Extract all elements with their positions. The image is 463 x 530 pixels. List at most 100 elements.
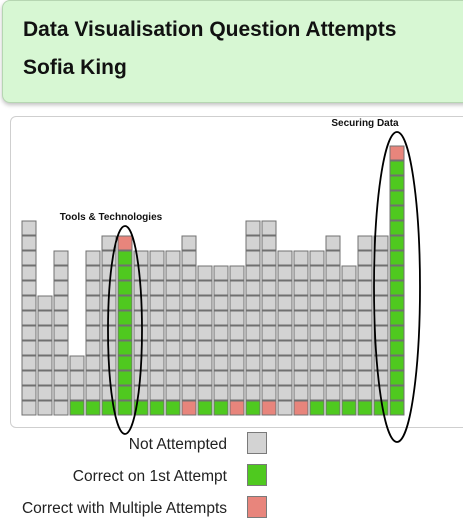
question-square-correct-first bbox=[117, 310, 133, 326]
question-square-not-attempted bbox=[149, 385, 165, 401]
question-square-not-attempted bbox=[149, 250, 165, 266]
question-square-not-attempted bbox=[53, 265, 69, 281]
question-square-not-attempted bbox=[245, 250, 261, 266]
question-square-not-attempted bbox=[261, 310, 277, 326]
question-square-not-attempted bbox=[341, 265, 357, 281]
question-square-not-attempted bbox=[21, 220, 37, 236]
legend-label: Correct with Multiple Attempts bbox=[21, 500, 227, 517]
page-title: Data Visualisation Question Attempts bbox=[23, 18, 397, 41]
chart-column bbox=[213, 265, 229, 416]
question-square-not-attempted bbox=[69, 385, 85, 401]
question-square-not-attempted bbox=[309, 295, 325, 311]
question-square-not-attempted bbox=[85, 280, 101, 296]
chart-column bbox=[53, 250, 69, 416]
question-square-not-attempted bbox=[37, 370, 53, 386]
legend-item-correct-first: Correct on 1st Attempt bbox=[0, 464, 463, 488]
question-square-correct-first bbox=[341, 400, 357, 416]
question-square-correct-first bbox=[389, 220, 405, 236]
question-square-correct-first bbox=[165, 400, 181, 416]
question-square-not-attempted bbox=[37, 325, 53, 341]
question-square-not-attempted bbox=[101, 385, 117, 401]
question-square-not-attempted bbox=[325, 310, 341, 326]
question-square-not-attempted bbox=[309, 385, 325, 401]
question-square-not-attempted bbox=[181, 265, 197, 281]
question-square-not-attempted bbox=[149, 355, 165, 371]
question-square-correct-first bbox=[389, 250, 405, 266]
question-square-not-attempted bbox=[85, 340, 101, 356]
question-square-not-attempted bbox=[53, 295, 69, 311]
annotation-ellipse bbox=[107, 225, 143, 435]
question-square-not-attempted bbox=[213, 310, 229, 326]
chart-column bbox=[389, 145, 405, 416]
question-square-not-attempted bbox=[181, 355, 197, 371]
question-square-not-attempted bbox=[229, 265, 245, 281]
question-square-correct-multiple bbox=[389, 145, 405, 161]
question-square-not-attempted bbox=[261, 250, 277, 266]
question-square-not-attempted bbox=[341, 310, 357, 326]
question-square-not-attempted bbox=[165, 310, 181, 326]
question-square-not-attempted bbox=[149, 310, 165, 326]
question-square-correct-first bbox=[117, 385, 133, 401]
question-square-not-attempted bbox=[37, 400, 53, 416]
question-square-not-attempted bbox=[309, 310, 325, 326]
annotation-label: Securing Data bbox=[331, 118, 399, 129]
question-square-correct-first bbox=[117, 370, 133, 386]
question-square-not-attempted bbox=[229, 370, 245, 386]
question-square-not-attempted bbox=[357, 280, 373, 296]
question-square-not-attempted bbox=[373, 325, 389, 341]
legend-swatch-correct-multiple bbox=[247, 496, 267, 518]
question-square-not-attempted bbox=[85, 295, 101, 311]
question-square-correct-first bbox=[117, 325, 133, 341]
question-square-not-attempted bbox=[37, 295, 53, 311]
chart-column bbox=[117, 235, 133, 416]
chart-column bbox=[293, 250, 309, 416]
question-square-not-attempted bbox=[229, 385, 245, 401]
question-square-correct-first bbox=[389, 295, 405, 311]
question-square-not-attempted bbox=[133, 265, 149, 281]
question-square-not-attempted bbox=[309, 325, 325, 341]
question-square-not-attempted bbox=[101, 325, 117, 341]
question-square-not-attempted bbox=[325, 250, 341, 266]
question-square-not-attempted bbox=[37, 385, 53, 401]
question-square-not-attempted bbox=[261, 265, 277, 281]
question-square-not-attempted bbox=[277, 250, 293, 266]
question-square-correct-first bbox=[389, 325, 405, 341]
question-square-correct-first bbox=[117, 400, 133, 416]
question-square-not-attempted bbox=[21, 235, 37, 251]
question-square-not-attempted bbox=[261, 370, 277, 386]
question-square-not-attempted bbox=[197, 280, 213, 296]
question-square-not-attempted bbox=[341, 295, 357, 311]
question-square-correct-first bbox=[117, 280, 133, 296]
question-square-not-attempted bbox=[325, 340, 341, 356]
question-square-not-attempted bbox=[21, 250, 37, 266]
question-square-not-attempted bbox=[357, 340, 373, 356]
question-square-not-attempted bbox=[69, 370, 85, 386]
question-square-not-attempted bbox=[85, 250, 101, 266]
question-square-not-attempted bbox=[357, 265, 373, 281]
question-square-not-attempted bbox=[165, 340, 181, 356]
question-square-correct-first bbox=[389, 310, 405, 326]
question-square-not-attempted bbox=[309, 370, 325, 386]
legend-item-not-attempted: Not Attempted bbox=[0, 432, 463, 456]
question-square-not-attempted bbox=[357, 370, 373, 386]
question-square-not-attempted bbox=[37, 355, 53, 371]
question-square-not-attempted bbox=[213, 295, 229, 311]
question-square-not-attempted bbox=[165, 295, 181, 311]
question-square-correct-first bbox=[389, 175, 405, 191]
question-square-not-attempted bbox=[293, 385, 309, 401]
question-square-not-attempted bbox=[341, 280, 357, 296]
question-square-not-attempted bbox=[357, 310, 373, 326]
question-square-not-attempted bbox=[53, 280, 69, 296]
question-square-not-attempted bbox=[277, 355, 293, 371]
chart-column bbox=[197, 265, 213, 416]
question-square-not-attempted bbox=[133, 325, 149, 341]
question-square-correct-first bbox=[389, 355, 405, 371]
question-square-not-attempted bbox=[21, 310, 37, 326]
question-square-correct-first bbox=[309, 400, 325, 416]
question-square-correct-first bbox=[389, 400, 405, 416]
question-square-not-attempted bbox=[373, 340, 389, 356]
question-square-correct-first bbox=[117, 265, 133, 281]
question-square-not-attempted bbox=[277, 265, 293, 281]
chart-column bbox=[229, 265, 245, 416]
chart-column bbox=[261, 220, 277, 416]
